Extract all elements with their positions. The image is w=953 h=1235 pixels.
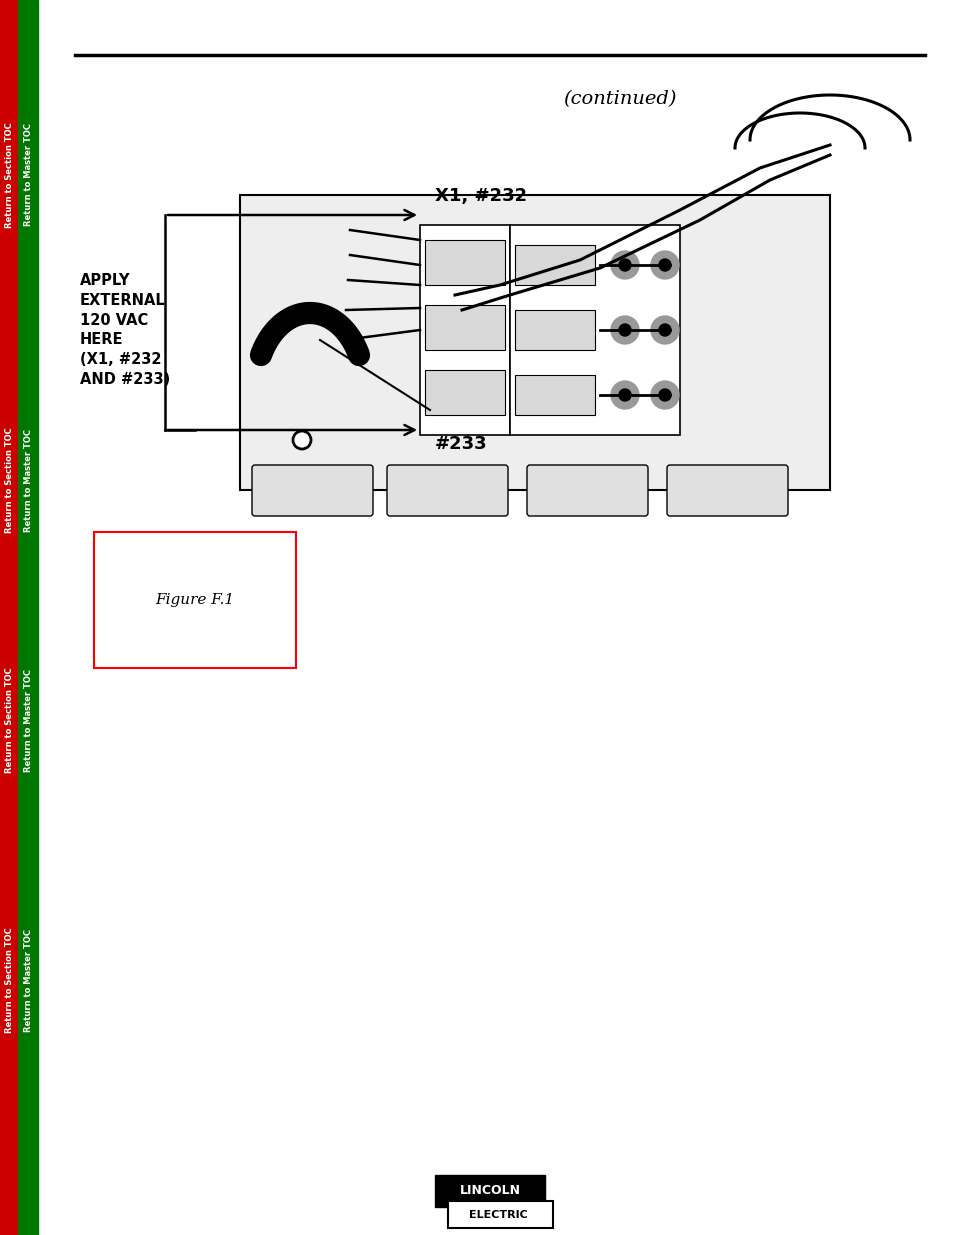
Text: X1, #232: X1, #232 xyxy=(435,186,527,205)
Bar xyxy=(515,310,595,350)
Text: Figure F.1: Figure F.1 xyxy=(155,593,234,606)
Bar xyxy=(448,1200,553,1228)
Bar xyxy=(18,0,38,1235)
Bar xyxy=(424,370,504,415)
Circle shape xyxy=(293,431,311,450)
Text: #233: #233 xyxy=(435,435,487,453)
Bar xyxy=(515,375,595,415)
FancyBboxPatch shape xyxy=(526,466,647,516)
Text: Return to Master TOC: Return to Master TOC xyxy=(24,429,32,531)
Circle shape xyxy=(659,389,670,401)
Text: Return to Section TOC: Return to Section TOC xyxy=(5,927,13,1032)
Circle shape xyxy=(610,251,639,279)
Bar xyxy=(0,0,18,1235)
Text: Return to Master TOC: Return to Master TOC xyxy=(24,124,32,226)
Circle shape xyxy=(618,259,630,270)
Text: (continued): (continued) xyxy=(562,90,676,107)
Text: Return to Section TOC: Return to Section TOC xyxy=(5,667,13,773)
Circle shape xyxy=(650,251,679,279)
Circle shape xyxy=(659,324,670,336)
Circle shape xyxy=(650,382,679,409)
Circle shape xyxy=(618,389,630,401)
Text: ELECTRIC: ELECTRIC xyxy=(468,1210,527,1220)
Text: APPLY
EXTERNAL
120 VAC
HERE
(X1, #232
AND #233): APPLY EXTERNAL 120 VAC HERE (X1, #232 AN… xyxy=(80,273,170,387)
Bar xyxy=(515,245,595,285)
Text: Return to Section TOC: Return to Section TOC xyxy=(5,122,13,228)
Text: Return to Master TOC: Return to Master TOC xyxy=(24,668,32,772)
Bar xyxy=(510,225,679,435)
Circle shape xyxy=(659,259,670,270)
Circle shape xyxy=(610,382,639,409)
FancyBboxPatch shape xyxy=(387,466,507,516)
Bar xyxy=(424,240,504,285)
Circle shape xyxy=(618,324,630,336)
FancyBboxPatch shape xyxy=(666,466,787,516)
Bar xyxy=(424,305,504,350)
Circle shape xyxy=(650,316,679,345)
Text: Return to Master TOC: Return to Master TOC xyxy=(24,929,32,1031)
Bar xyxy=(419,225,510,435)
Text: Return to Section TOC: Return to Section TOC xyxy=(5,427,13,532)
FancyBboxPatch shape xyxy=(252,466,373,516)
Text: LINCOLN: LINCOLN xyxy=(459,1184,520,1198)
Bar xyxy=(435,1174,544,1207)
Circle shape xyxy=(610,316,639,345)
Bar xyxy=(240,195,829,490)
